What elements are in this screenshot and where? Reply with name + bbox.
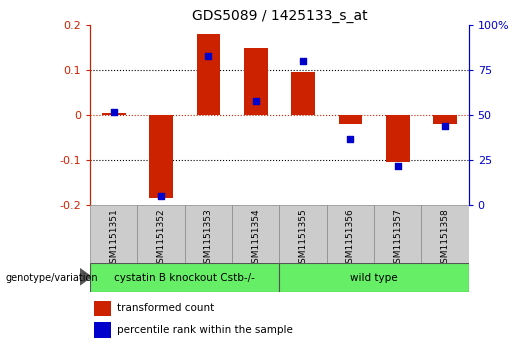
Bar: [232, 205, 279, 263]
Bar: [279, 263, 469, 292]
Bar: [185, 205, 232, 263]
Text: wild type: wild type: [350, 273, 398, 283]
Point: [157, 193, 165, 199]
Point: [110, 109, 118, 115]
Text: GSM1151352: GSM1151352: [157, 208, 166, 269]
Bar: [244, 48, 268, 115]
Bar: [90, 205, 138, 263]
Bar: [291, 72, 315, 115]
Bar: [197, 34, 220, 115]
Point: [346, 136, 354, 142]
Bar: [90, 263, 279, 292]
Bar: [149, 115, 173, 198]
Bar: [374, 205, 421, 263]
Bar: [327, 205, 374, 263]
Bar: [421, 205, 469, 263]
Text: GSM1151355: GSM1151355: [299, 208, 307, 269]
Point: [252, 98, 260, 104]
Text: GSM1151354: GSM1151354: [251, 208, 260, 269]
Point: [393, 163, 402, 168]
Bar: [94, 301, 111, 316]
Text: percentile rank within the sample: percentile rank within the sample: [116, 325, 293, 335]
Text: cystatin B knockout Cstb-/-: cystatin B knockout Cstb-/-: [114, 273, 255, 283]
Point: [204, 53, 213, 59]
Bar: [138, 205, 185, 263]
Bar: [433, 115, 457, 124]
Bar: [338, 115, 362, 124]
Point: [299, 58, 307, 64]
Text: GSM1151357: GSM1151357: [393, 208, 402, 269]
Point: [441, 123, 449, 129]
Title: GDS5089 / 1425133_s_at: GDS5089 / 1425133_s_at: [192, 9, 367, 23]
Text: genotype/variation: genotype/variation: [5, 273, 98, 284]
Text: GSM1151356: GSM1151356: [346, 208, 355, 269]
Bar: [94, 322, 111, 338]
Text: GSM1151358: GSM1151358: [440, 208, 450, 269]
Text: GSM1151353: GSM1151353: [204, 208, 213, 269]
Polygon shape: [80, 269, 91, 285]
Text: GSM1151351: GSM1151351: [109, 208, 118, 269]
Bar: [102, 113, 126, 115]
Bar: [386, 115, 409, 162]
Bar: [279, 205, 327, 263]
Text: transformed count: transformed count: [116, 303, 214, 313]
